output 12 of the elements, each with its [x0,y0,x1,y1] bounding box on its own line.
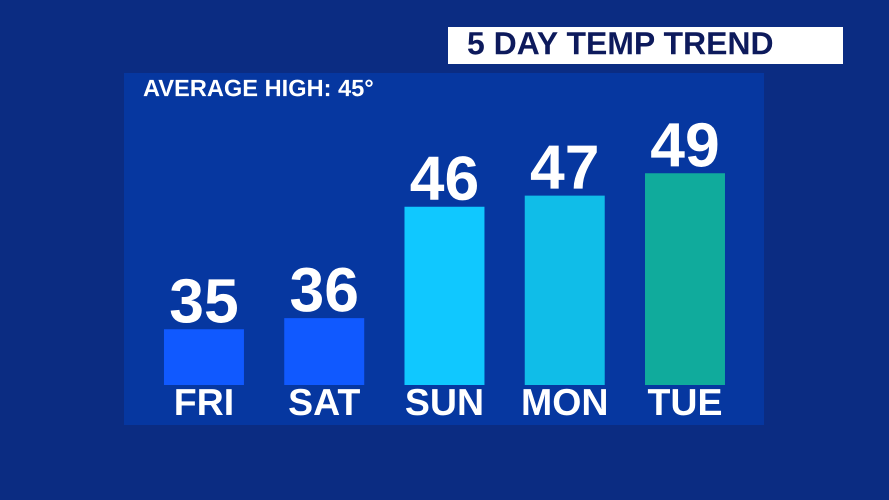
chart-title: 5 DAY TEMP TREND [468,32,772,55]
data-label: 49 [651,122,718,167]
x-tick-label: FRI [176,389,232,415]
annotation: AVERAGE HIGH: 45° [144,80,373,96]
x-tick-label: MON [524,388,606,416]
data-label: 46 [410,156,477,200]
data-label: 47 [530,146,597,189]
data-label: 36 [290,268,357,312]
data-label: 35 [170,278,237,324]
x-tick-label: TUE [648,389,722,416]
x-tick-label: SAT [289,388,360,416]
x-tick-label: SUN [406,388,482,416]
